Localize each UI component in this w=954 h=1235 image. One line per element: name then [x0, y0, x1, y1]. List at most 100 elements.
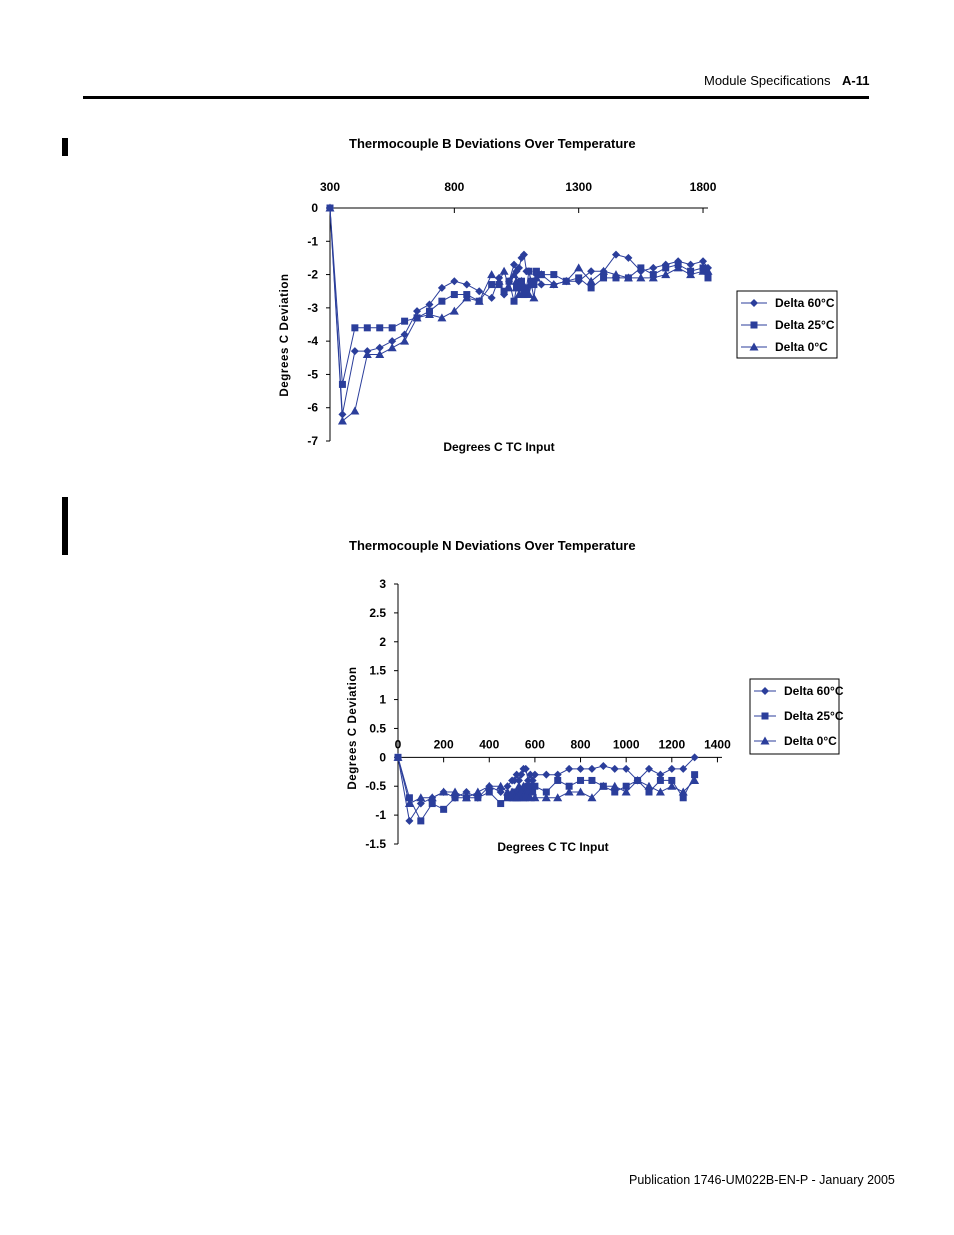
y-tick-label: 1.5: [369, 664, 386, 678]
data-point-diamond: [375, 343, 384, 352]
data-point-square: [525, 267, 533, 275]
data-point-diamond: [644, 764, 653, 773]
data-point-triangle: [387, 343, 397, 352]
legend-marker-square: [761, 712, 769, 720]
data-point-diamond: [462, 280, 471, 289]
data-point-diamond: [462, 788, 471, 796]
data-point-square: [515, 284, 523, 292]
data-point-diamond: [496, 788, 505, 796]
y-tick-label: -4: [307, 334, 318, 348]
data-point-diamond: [388, 337, 397, 346]
data-point-triangle: [587, 793, 597, 802]
data-point-diamond: [690, 753, 699, 762]
data-point-square: [428, 800, 436, 808]
y-tick-label: -3: [307, 301, 318, 315]
data-point-diamond: [416, 799, 425, 808]
data-point-square: [524, 782, 532, 790]
data-point-triangle: [512, 793, 522, 802]
data-point-diamond: [519, 250, 528, 259]
data-point-triangle: [400, 336, 410, 345]
data-point-triangle: [655, 787, 665, 796]
data-point-square: [679, 794, 687, 802]
data-point-triangle: [524, 290, 534, 299]
data-point-square: [417, 817, 425, 825]
data-point-square: [510, 297, 518, 305]
data-point-square: [504, 794, 512, 802]
data-point-square: [497, 800, 505, 808]
y-tick-label: 2.5: [369, 606, 386, 620]
data-point-triangle: [561, 276, 571, 285]
data-point-triangle: [599, 266, 609, 275]
y-tick-label: -1: [375, 808, 386, 822]
data-point-square: [704, 274, 712, 282]
data-point-diamond: [624, 253, 633, 262]
data-point-diamond: [622, 764, 631, 773]
data-point-triangle: [484, 781, 494, 790]
chart-title-b: Thermocouple B Deviations Over Temperatu…: [349, 136, 636, 151]
y-tick-label: -1.5: [365, 837, 386, 851]
data-point-diamond: [524, 776, 533, 785]
data-point-square: [588, 776, 596, 784]
data-point-diamond: [553, 770, 562, 779]
x-axis-title: Degrees C TC Input: [497, 840, 608, 854]
legend-marker-diamond: [750, 299, 758, 307]
data-point-triangle: [648, 273, 658, 282]
y-tick-label: 0.5: [369, 721, 386, 735]
y-tick-label: 1: [379, 693, 386, 707]
data-point-triangle: [621, 787, 631, 796]
data-point-diamond: [425, 300, 434, 309]
x-tick-label: 800: [444, 180, 464, 194]
data-point-triangle: [610, 781, 620, 790]
data-point-square: [637, 264, 645, 272]
data-point-triangle: [509, 270, 519, 279]
data-point-triangle: [437, 313, 447, 322]
y-tick-label: 0: [379, 750, 386, 764]
data-point-square: [668, 776, 676, 784]
data-point-triangle: [661, 270, 671, 279]
data-point-square: [575, 274, 583, 282]
data-point-diamond: [699, 257, 708, 266]
x-tick-label: 300: [320, 180, 340, 194]
data-point-triangle: [473, 787, 483, 796]
data-point-diamond: [649, 263, 658, 272]
data-point-square: [645, 788, 653, 796]
chart-thermocouple-n: 3 2.5 2 1.5 1 0.5 0 -0.5 -1 -1.5 0 200 400 600 800 1000…: [347, 577, 844, 854]
data-point-triangle: [462, 293, 472, 302]
data-point-square: [656, 776, 664, 784]
x-tick-label: 1400: [704, 737, 731, 751]
data-point-triangle: [504, 283, 514, 292]
data-point-triangle: [686, 270, 696, 279]
data-point-square: [438, 297, 446, 305]
y-tick-label: -5: [307, 367, 318, 381]
data-point-square: [505, 277, 513, 285]
change-bar: [62, 138, 68, 156]
data-point-diamond: [512, 770, 521, 779]
data-point-diamond: [576, 764, 585, 773]
data-point-diamond: [587, 267, 596, 276]
data-point-square: [550, 271, 558, 279]
change-bar: [62, 497, 68, 555]
legend-marker-diamond: [761, 687, 769, 695]
data-point-diamond: [610, 764, 619, 773]
data-point-square: [662, 264, 670, 272]
data-point-triangle: [362, 349, 372, 358]
data-point-triangle: [667, 781, 677, 790]
data-point-triangle: [350, 406, 360, 415]
data-point-square: [531, 782, 539, 790]
data-point-triangle: [516, 276, 526, 285]
data-point-triangle: [531, 273, 541, 282]
x-axis-title: Degrees C TC Input: [443, 440, 554, 454]
data-point-diamond: [537, 280, 546, 289]
data-point-diamond: [514, 776, 523, 785]
data-point-square: [485, 788, 493, 796]
data-point-square: [500, 287, 508, 295]
data-point-triangle: [678, 787, 688, 796]
data-point-diamond: [450, 277, 459, 286]
data-point-square: [363, 324, 371, 332]
x-tick-label: 0: [395, 737, 402, 751]
data-point-square: [488, 281, 496, 289]
y-tick-label: -6: [307, 401, 318, 415]
y-tick-label: 0: [311, 201, 318, 215]
x-tick-label: 1000: [613, 737, 640, 751]
data-point-diamond: [528, 776, 537, 785]
